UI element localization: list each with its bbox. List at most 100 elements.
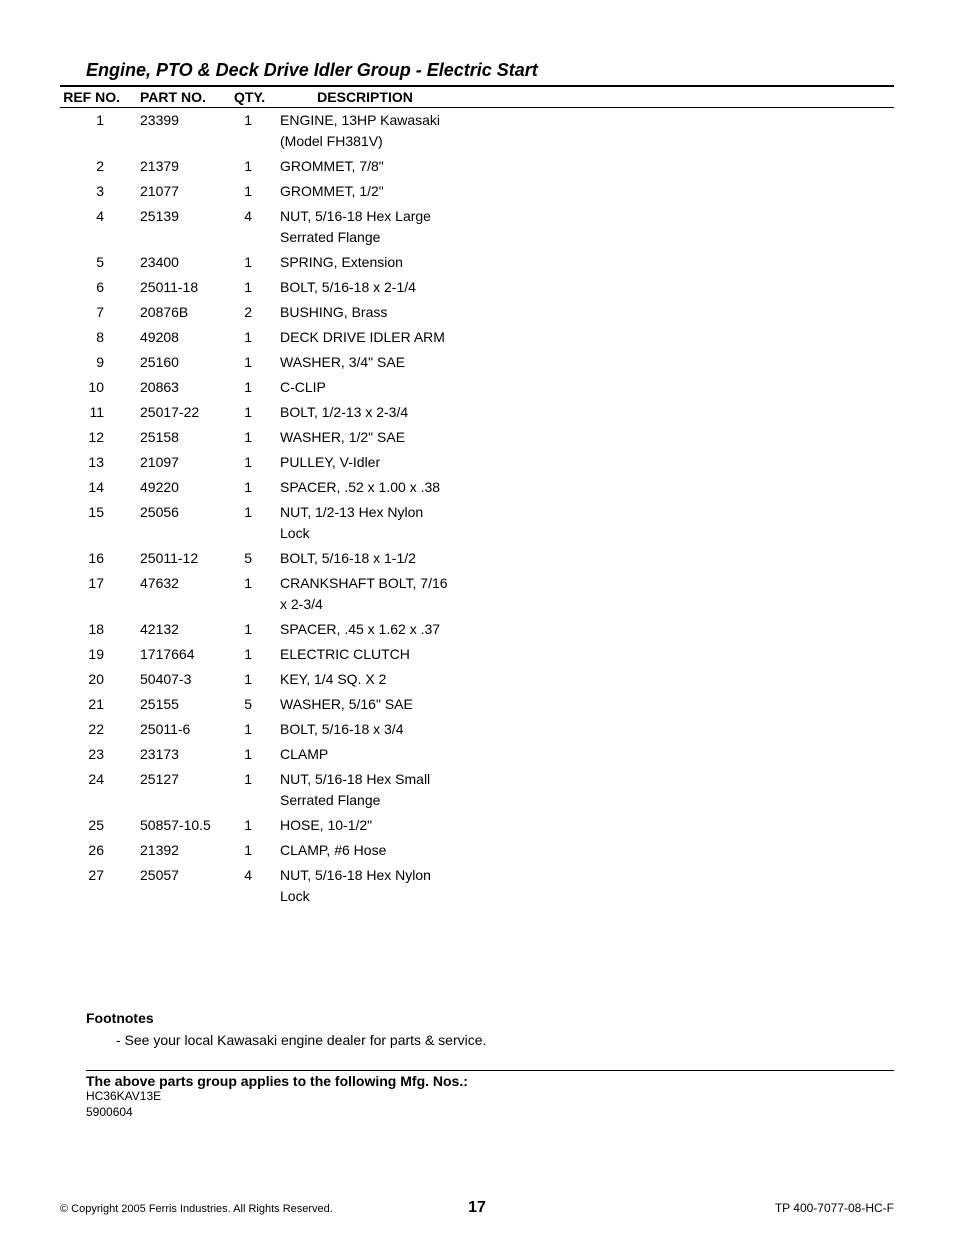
col-part: PART NO.: [140, 86, 230, 108]
cell-desc: CLAMP: [280, 742, 450, 767]
table-row: 2213791GROMMET, 7/8": [60, 154, 894, 179]
cell-qty: 2: [230, 300, 280, 325]
cell-part: 23399: [140, 108, 230, 155]
cell-spacer: [450, 475, 894, 500]
cell-ref: 25: [60, 813, 140, 838]
table-row: 5234001SPRING, Extension: [60, 250, 894, 275]
cell-part: 21392: [140, 838, 230, 863]
cell-desc: HOSE, 10-1/2": [280, 813, 450, 838]
cell-qty: 1: [230, 767, 280, 813]
table-row: 18421321SPACER, .45 x 1.62 x .37: [60, 617, 894, 642]
cell-desc: WASHER, 3/4" SAE: [280, 350, 450, 375]
cell-part: 23400: [140, 250, 230, 275]
cell-qty: 1: [230, 325, 280, 350]
cell-desc: BOLT, 1/2-13 x 2-3/4: [280, 400, 450, 425]
cell-ref: 19: [60, 642, 140, 667]
cell-desc: NUT, 5/16-18 Hex Large Serrated Flange: [280, 204, 450, 250]
cell-ref: 6: [60, 275, 140, 300]
cell-desc: BOLT, 5/16-18 x 2-1/4: [280, 275, 450, 300]
cell-qty: 1: [230, 179, 280, 204]
table-row: 4251394NUT, 5/16-18 Hex Large Serrated F…: [60, 204, 894, 250]
table-row: 27250574NUT, 5/16-18 Hex Nylon Lock: [60, 863, 894, 909]
cell-part: 25017-22: [140, 400, 230, 425]
cell-part: 25011-18: [140, 275, 230, 300]
section-title: Engine, PTO & Deck Drive Idler Group - E…: [60, 60, 894, 81]
cell-part: 49220: [140, 475, 230, 500]
cell-part: 21379: [140, 154, 230, 179]
cell-desc: PULLEY, V-Idler: [280, 450, 450, 475]
cell-part: 25160: [140, 350, 230, 375]
cell-part: 42132: [140, 617, 230, 642]
table-row: 1125017-221BOLT, 1/2-13 x 2-3/4: [60, 400, 894, 425]
cell-ref: 13: [60, 450, 140, 475]
cell-ref: 7: [60, 300, 140, 325]
cell-part: 20876B: [140, 300, 230, 325]
table-row: 625011-181BOLT, 5/16-18 x 2-1/4: [60, 275, 894, 300]
cell-desc: WASHER, 1/2" SAE: [280, 425, 450, 450]
cell-ref: 16: [60, 546, 140, 571]
cell-desc: GROMMET, 1/2": [280, 179, 450, 204]
cell-ref: 20: [60, 667, 140, 692]
cell-part: 21097: [140, 450, 230, 475]
cell-ref: 12: [60, 425, 140, 450]
table-row: 2050407-31KEY, 1/4 SQ. X 2: [60, 667, 894, 692]
cell-qty: 1: [230, 350, 280, 375]
cell-spacer: [450, 154, 894, 179]
cell-part: 25057: [140, 863, 230, 909]
cell-spacer: [450, 838, 894, 863]
cell-spacer: [450, 400, 894, 425]
cell-spacer: [450, 179, 894, 204]
cell-desc: GROMMET, 7/8": [280, 154, 450, 179]
cell-desc: SPACER, .45 x 1.62 x .37: [280, 617, 450, 642]
table-row: 12251581WASHER, 1/2" SAE: [60, 425, 894, 450]
table-row: 8492081DECK DRIVE IDLER ARM: [60, 325, 894, 350]
cell-qty: 1: [230, 571, 280, 617]
cell-qty: 1: [230, 742, 280, 767]
cell-qty: 1: [230, 425, 280, 450]
cell-spacer: [450, 717, 894, 742]
table-row: 23231731CLAMP: [60, 742, 894, 767]
table-row: 1917176641ELECTRIC CLUTCH: [60, 642, 894, 667]
applies-code: HC36KAV13E: [86, 1089, 894, 1105]
cell-ref: 17: [60, 571, 140, 617]
cell-spacer: [450, 204, 894, 250]
cell-spacer: [450, 108, 894, 155]
cell-qty: 1: [230, 154, 280, 179]
cell-qty: 1: [230, 250, 280, 275]
table-row: 3210771GROMMET, 1/2": [60, 179, 894, 204]
cell-part: 25127: [140, 767, 230, 813]
cell-desc: NUT, 1/2-13 Hex Nylon Lock: [280, 500, 450, 546]
cell-ref: 1: [60, 108, 140, 155]
cell-spacer: [450, 813, 894, 838]
cell-spacer: [450, 546, 894, 571]
table-row: 1233991ENGINE, 13HP Kawasaki (Model FH38…: [60, 108, 894, 155]
cell-spacer: [450, 325, 894, 350]
cell-part: 50407-3: [140, 667, 230, 692]
doc-number: TP 400-7077-08-HC-F: [775, 1201, 894, 1215]
cell-desc: WASHER, 5/16" SAE: [280, 692, 450, 717]
applies-heading: The above parts group applies to the fol…: [86, 1073, 894, 1089]
table-row: 17476321CRANKSHAFT BOLT, 7/16 x 2-3/4: [60, 571, 894, 617]
cell-qty: 4: [230, 863, 280, 909]
cell-part: 25011-12: [140, 546, 230, 571]
cell-qty: 1: [230, 275, 280, 300]
cell-ref: 24: [60, 767, 140, 813]
cell-part: 47632: [140, 571, 230, 617]
cell-part: 25139: [140, 204, 230, 250]
table-row: 720876B2BUSHING, Brass: [60, 300, 894, 325]
cell-spacer: [450, 571, 894, 617]
cell-ref: 26: [60, 838, 140, 863]
cell-ref: 18: [60, 617, 140, 642]
cell-qty: 1: [230, 375, 280, 400]
cell-ref: 5: [60, 250, 140, 275]
cell-qty: 1: [230, 400, 280, 425]
footnote-line: - See your local Kawasaki engine dealer …: [86, 1032, 894, 1048]
cell-desc: BUSHING, Brass: [280, 300, 450, 325]
cell-desc: ELECTRIC CLUTCH: [280, 642, 450, 667]
table-row: 21251555WASHER, 5/16" SAE: [60, 692, 894, 717]
cell-spacer: [450, 692, 894, 717]
table-row: 15250561NUT, 1/2-13 Hex Nylon Lock: [60, 500, 894, 546]
col-ref: REF NO.: [60, 86, 140, 108]
cell-qty: 5: [230, 692, 280, 717]
cell-spacer: [450, 250, 894, 275]
